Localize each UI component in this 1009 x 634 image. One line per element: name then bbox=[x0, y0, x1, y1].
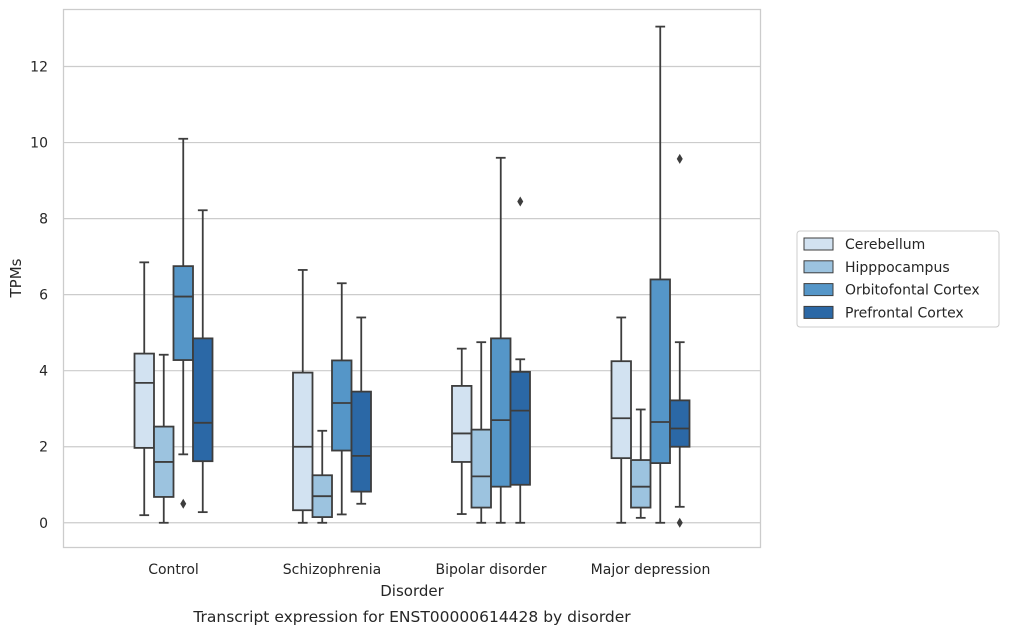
legend-label: Hipppocampus bbox=[845, 260, 950, 276]
box-orbitofontal-cortex bbox=[172, 137, 194, 509]
box-body bbox=[331, 359, 353, 452]
box-hipppocampus bbox=[470, 341, 492, 524]
box-body bbox=[610, 360, 632, 460]
box-hipppocampus bbox=[630, 408, 652, 519]
x-tick-labels: Control Schizophrenia Bipolar disorder Majo… bbox=[148, 562, 710, 578]
box-body bbox=[192, 337, 214, 463]
box-body bbox=[172, 265, 194, 361]
box-cerebellum bbox=[133, 261, 155, 517]
y-tick-label: 12 bbox=[30, 60, 48, 76]
box-prefrontal-cortex bbox=[192, 209, 214, 514]
y-tick-label: 8 bbox=[39, 212, 48, 228]
y-tick-label: 4 bbox=[39, 364, 48, 380]
box-body bbox=[490, 337, 512, 488]
box-cerebellum bbox=[610, 316, 632, 524]
box-body bbox=[649, 278, 671, 464]
box-orbitofontal-cortex bbox=[490, 156, 512, 524]
x-tick-label: Major depression bbox=[591, 562, 711, 578]
y-tick-labels: 0 2 4 6 8 10 12 bbox=[30, 60, 48, 532]
outlier-point bbox=[676, 153, 683, 164]
legend-swatch bbox=[803, 283, 834, 297]
box-cerebellum bbox=[451, 347, 473, 515]
y-tick-label: 0 bbox=[39, 516, 48, 532]
x-tick-label: Control bbox=[148, 562, 199, 578]
legend-swatch bbox=[803, 305, 834, 319]
y-tick-label: 6 bbox=[39, 288, 48, 304]
legend-swatch bbox=[803, 260, 834, 274]
y-axis-label: TPMs bbox=[7, 258, 25, 298]
x-tick-label: Schizophrenia bbox=[283, 562, 381, 578]
box-hipppocampus bbox=[311, 429, 333, 524]
box-orbitofontal-cortex bbox=[649, 25, 671, 524]
legend-label: Cerebellum bbox=[845, 237, 925, 253]
boxes bbox=[133, 25, 691, 528]
box-hipppocampus bbox=[153, 353, 175, 524]
box-body bbox=[292, 371, 314, 512]
legend-label: Orbitofontal Cortex bbox=[845, 283, 980, 299]
box-body bbox=[451, 385, 473, 463]
box-orbitofontal-cortex bbox=[331, 282, 353, 516]
legend: Cerebellum Hipppocampus Orbitofontal Corte… bbox=[796, 230, 1000, 328]
outlier-point bbox=[517, 196, 524, 207]
box-prefrontal-cortex bbox=[350, 316, 372, 505]
box-cerebellum bbox=[292, 269, 314, 524]
outlier-point bbox=[180, 498, 187, 509]
y-tick-label: 2 bbox=[39, 440, 48, 456]
legend-swatch bbox=[803, 237, 834, 251]
x-tick-label: Bipolar disorder bbox=[435, 562, 546, 578]
legend-frame bbox=[796, 230, 1000, 328]
chart-caption: Transcript expression for ENST0000061442… bbox=[192, 608, 631, 626]
box-body bbox=[470, 428, 492, 509]
box-body bbox=[509, 370, 531, 486]
y-tick-label: 10 bbox=[30, 136, 48, 152]
plot-frame bbox=[62, 8, 762, 549]
box-prefrontal-cortex bbox=[669, 153, 691, 528]
box-body bbox=[133, 352, 155, 449]
outlier-point bbox=[676, 517, 683, 528]
box-body bbox=[630, 459, 652, 509]
x-axis-label: Disorder bbox=[380, 582, 444, 600]
box-prefrontal-cortex bbox=[509, 196, 531, 524]
box-body bbox=[350, 390, 372, 493]
box-body bbox=[669, 399, 691, 448]
legend-label: Prefrontal Cortex bbox=[845, 305, 964, 321]
